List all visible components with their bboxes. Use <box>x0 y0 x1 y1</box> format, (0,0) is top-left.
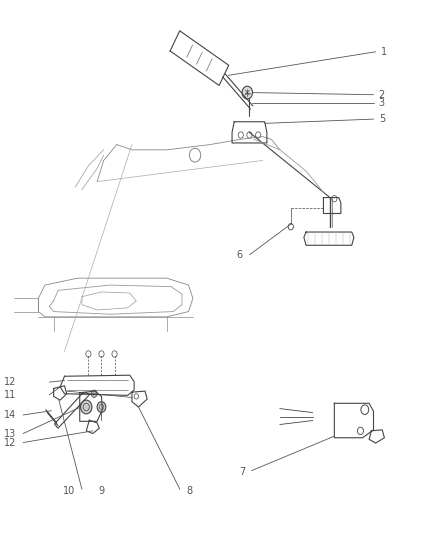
Circle shape <box>242 86 253 99</box>
Text: 9: 9 <box>99 486 105 496</box>
Text: 10: 10 <box>63 486 75 496</box>
Text: 3: 3 <box>379 98 385 108</box>
Text: 12: 12 <box>4 438 16 448</box>
Text: 13: 13 <box>4 429 16 439</box>
Text: 7: 7 <box>239 467 245 477</box>
Circle shape <box>97 402 106 413</box>
Text: 1: 1 <box>381 47 387 56</box>
Text: 11: 11 <box>4 390 16 400</box>
Text: 12: 12 <box>4 377 16 387</box>
Circle shape <box>91 390 97 398</box>
Circle shape <box>81 400 92 414</box>
Text: 6: 6 <box>237 250 243 260</box>
Text: 8: 8 <box>186 486 192 496</box>
Text: 2: 2 <box>379 90 385 100</box>
Text: 5: 5 <box>379 114 385 124</box>
Text: 14: 14 <box>4 410 16 420</box>
